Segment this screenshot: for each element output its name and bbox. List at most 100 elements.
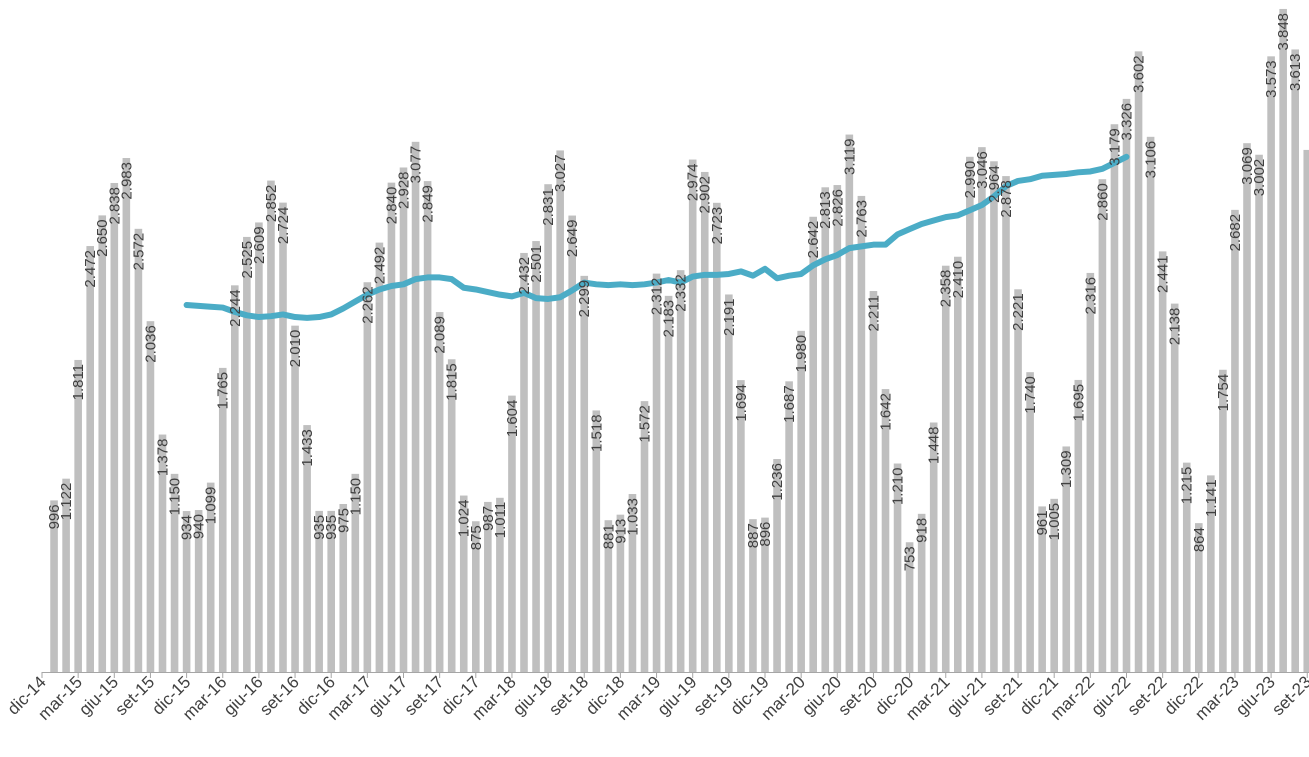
- bar-giu-22: [1122, 98, 1131, 672]
- bar-apr-19: [664, 295, 673, 672]
- bar-lug-22: [1134, 51, 1143, 673]
- data-label-ago-19: 2.723: [709, 207, 726, 245]
- data-label-dic-20: 753: [902, 546, 919, 571]
- x-tick-label-set-22: set-22: [1124, 672, 1171, 719]
- bar-nov-21: [1038, 506, 1046, 672]
- bar-apr-22: [1098, 179, 1107, 672]
- bar-set-15: [146, 321, 155, 672]
- x-tick-label-set-21: set-21: [979, 672, 1026, 719]
- bar-ago-20: [857, 195, 866, 672]
- data-label-dic-22: 864: [1191, 527, 1208, 552]
- data-label-feb-15: 1.122: [58, 483, 75, 521]
- bar-ago-23: [1291, 49, 1299, 672]
- bar-set-17: [435, 312, 444, 672]
- x-tick-label-set-20: set-20: [834, 672, 881, 719]
- data-label-mag-20: 2.813: [817, 191, 834, 229]
- bar-mag-23: [1255, 154, 1263, 673]
- data-label-set-22: 2.441: [1155, 255, 1172, 293]
- data-label-gen-20: 1.236: [769, 463, 786, 501]
- data-label-ott-22: 2.138: [1167, 308, 1184, 346]
- x-tick-label-set-19: set-19: [690, 672, 737, 719]
- data-label-apr-20: 2.642: [805, 221, 822, 259]
- data-label-dic-15: 934: [179, 515, 196, 540]
- data-label-mar-15: 1.811: [70, 364, 87, 400]
- data-label-dic-19: 896: [757, 522, 774, 547]
- data-label-ago-16: 2.724: [275, 207, 292, 245]
- data-label-dic-21: 1.005: [1046, 503, 1063, 541]
- data-label-giu-17: 2.928: [396, 171, 413, 209]
- x-tick-label-set-15: set-15: [111, 672, 158, 719]
- data-label-nov-16: 935: [311, 515, 328, 540]
- data-label-lug-17: 3.077: [408, 146, 425, 184]
- bar-ago-21: [1002, 176, 1010, 672]
- bar-feb-17: [351, 473, 360, 672]
- bar-apr-20: [809, 216, 817, 672]
- data-label-gen-22: 1.309: [1058, 450, 1075, 488]
- data-label-feb-17: 1.150: [347, 478, 364, 516]
- x-tick-label-set-16: set-16: [256, 672, 303, 719]
- data-label-lug-18: 3.027: [552, 154, 569, 192]
- bar-ott-16: [303, 425, 311, 672]
- bar-giu-18: [544, 184, 552, 672]
- data-label-set-16: 2.010: [287, 330, 304, 368]
- bar-set-22: [1158, 251, 1167, 672]
- data-label-feb-16: 1.099: [203, 487, 220, 525]
- data-label-ago-17: 2.849: [420, 185, 437, 223]
- bar-ott-19: [737, 380, 745, 672]
- bar-apr-18: [520, 252, 528, 672]
- bar-lug-19: [700, 171, 709, 672]
- bar-dic-20: [905, 542, 914, 672]
- x-tick-label-giu-17: giu-17: [364, 672, 411, 719]
- bar-gen-19: [628, 494, 637, 672]
- data-label-apr-18: 2.432: [516, 257, 533, 295]
- data-label-mag-16: 2.525: [239, 241, 256, 279]
- bar-apr-16: [231, 285, 239, 672]
- bar-lug-18: [556, 150, 564, 673]
- bar-dic-17: [472, 521, 480, 672]
- data-label-nov-22: 1.215: [1179, 467, 1196, 505]
- bar-ago-15: [134, 228, 143, 672]
- bar-lug-16: [267, 180, 275, 672]
- data-label-mag-22: 3.179: [1106, 128, 1123, 166]
- bar-mag-22: [1110, 124, 1119, 673]
- data-label-set-17: 2.089: [432, 316, 449, 354]
- data-label-ago-21: 2.878: [998, 180, 1015, 218]
- data-label-lug-20: 3.119: [841, 139, 858, 175]
- data-label-feb-21: 1.448: [926, 427, 943, 465]
- data-label-set-18: 2.299: [576, 280, 593, 318]
- bar-nov-19: [749, 519, 757, 672]
- data-label-feb-20: 1.687: [781, 385, 798, 423]
- bar-nov-15: [170, 473, 179, 672]
- data-label-gen-16: 940: [191, 514, 208, 539]
- data-label-apr-21: 2.410: [950, 261, 967, 299]
- bar-ago-18: [568, 215, 576, 672]
- bar-feb-18: [496, 497, 504, 672]
- bar-giu-17: [399, 167, 408, 673]
- bar-mag-19: [676, 270, 685, 672]
- bars-layer: [50, 8, 1309, 673]
- x-tick-label-giu-22: giu-22: [1087, 672, 1134, 719]
- data-label-lug-19: 2.902: [697, 176, 714, 214]
- data-label-lug-21: 2.964: [986, 165, 1003, 203]
- bar-dic-15: [182, 511, 191, 672]
- data-label-ott-21: 1.740: [1022, 376, 1039, 414]
- bar-gen-23: [1207, 475, 1215, 672]
- bar-giu-19: [688, 159, 697, 672]
- bar-nov-20: [893, 463, 902, 672]
- data-label-giu-21: 3.046: [974, 151, 991, 189]
- bar-feb-16: [206, 482, 215, 672]
- bar-lug-15: [122, 158, 131, 672]
- data-label-set-15: 2.036: [142, 325, 159, 363]
- bar-set-23: [1303, 149, 1309, 672]
- bar-mag-21: [966, 156, 974, 673]
- data-label-gen-15: 996: [46, 504, 63, 529]
- bar-gen-15: [50, 500, 58, 672]
- data-label-gen-23: 1.141: [1203, 479, 1220, 517]
- bar-apr-17: [375, 242, 384, 673]
- bar-nov-18: [604, 520, 613, 672]
- bar-dic-19: [761, 517, 769, 672]
- data-label-mag-23: 3.002: [1251, 159, 1268, 197]
- bar-ott-17: [447, 359, 456, 672]
- bar-mar-15: [74, 359, 82, 672]
- data-label-set-21: 2.221: [1010, 293, 1027, 331]
